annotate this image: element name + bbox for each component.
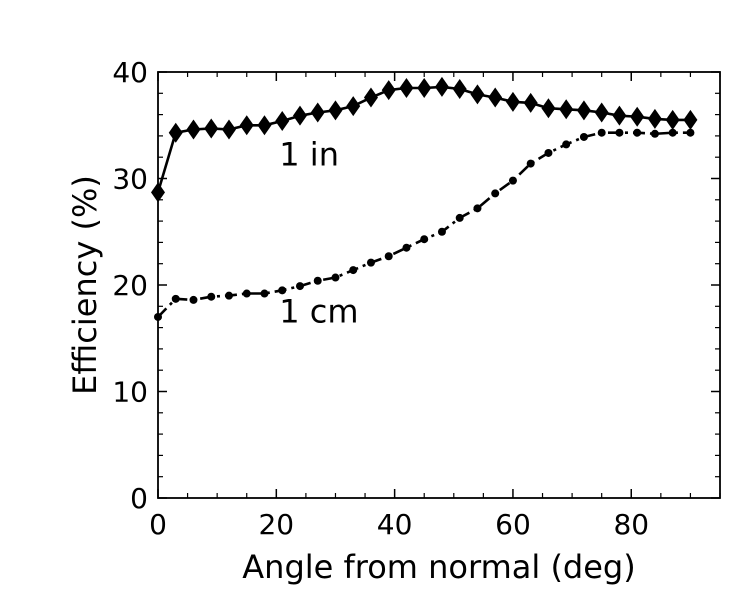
series-label-1-in: 1 in — [279, 136, 339, 174]
data-point-1-in — [168, 122, 183, 143]
data-point-1-in — [399, 77, 414, 98]
data-point-1-in — [204, 118, 219, 139]
data-point-1-in — [683, 109, 698, 130]
data-point-1-in — [576, 100, 591, 121]
data-point-1-cm — [562, 140, 571, 149]
data-point-1-in — [630, 106, 645, 127]
y-tick-label: 30 — [112, 163, 148, 196]
data-point-1-cm — [242, 289, 251, 298]
data-point-1-in — [665, 109, 680, 130]
series-1-cm — [154, 128, 695, 321]
data-point-1-in — [594, 102, 609, 123]
data-point-1-cm — [189, 295, 198, 304]
data-point-1-in — [186, 119, 201, 140]
data-point-1-in — [292, 105, 307, 126]
data-point-1-in — [488, 87, 503, 108]
data-point-1-in — [417, 77, 432, 98]
data-point-1-cm — [544, 148, 553, 157]
series-1-in — [151, 76, 698, 203]
series-line-1-cm — [157, 131, 691, 318]
data-point-1-cm — [579, 132, 588, 141]
data-point-1-in — [559, 99, 574, 120]
y-tick-label: 40 — [112, 56, 148, 89]
data-point-1-cm — [313, 276, 322, 285]
axis-ticks: 0 20 40 60 80 0 10 20 30 40 — [112, 56, 721, 541]
x-tick-label: 80 — [613, 508, 649, 541]
data-point-1-cm — [455, 213, 464, 222]
data-point-1-cm — [331, 273, 340, 282]
data-point-1-cm — [295, 282, 304, 291]
data-point-1-in — [257, 115, 272, 136]
data-point-1-cm — [171, 294, 180, 303]
data-point-1-cm — [633, 128, 642, 137]
data-point-1-in — [275, 110, 290, 131]
data-point-1-cm — [526, 159, 535, 168]
data-point-1-in — [434, 76, 449, 97]
y-axis-label: Efficiency (%) — [66, 175, 104, 395]
series-label-1-cm: 1 cm — [279, 292, 358, 330]
data-point-1-cm — [650, 129, 659, 138]
x-tick-label: 20 — [258, 508, 294, 541]
data-point-1-in — [541, 98, 556, 119]
y-tick-label: 20 — [112, 269, 148, 302]
x-tick-label: 40 — [377, 508, 413, 541]
data-point-1-cm — [384, 252, 393, 261]
data-point-1-in — [470, 84, 485, 105]
x-tick-label: 60 — [495, 508, 531, 541]
data-point-1-cm — [224, 291, 233, 300]
data-point-1-in — [346, 96, 361, 117]
data-point-1-in — [647, 108, 662, 129]
x-tick-label: 0 — [149, 508, 167, 541]
plot-area — [151, 76, 698, 321]
y-tick-label: 10 — [112, 376, 148, 409]
data-point-1-cm — [508, 176, 517, 185]
data-point-1-cm — [402, 243, 411, 252]
data-point-1-in — [381, 80, 396, 101]
data-point-1-cm — [260, 289, 269, 298]
data-point-1-in — [363, 87, 378, 108]
data-point-1-in — [328, 100, 343, 121]
data-point-1-in — [221, 119, 236, 140]
data-point-1-cm — [668, 128, 677, 137]
data-point-1-cm — [278, 286, 287, 295]
data-point-1-cm — [473, 204, 482, 213]
data-point-1-cm — [366, 258, 375, 267]
series-line-1-in — [156, 85, 691, 193]
data-point-1-in — [452, 79, 467, 100]
y-tick-label: 0 — [130, 482, 148, 515]
data-point-1-cm — [686, 128, 695, 137]
x-axis-label: Angle from normal (deg) — [242, 548, 635, 586]
data-point-1-in — [505, 91, 520, 112]
data-point-1-cm — [349, 266, 358, 275]
data-point-1-cm — [420, 235, 429, 244]
data-point-1-in — [523, 92, 538, 113]
data-point-1-in — [310, 102, 325, 123]
data-point-1-in — [239, 115, 254, 136]
data-point-1-cm — [597, 128, 606, 137]
data-point-1-cm — [437, 227, 446, 236]
data-point-1-in — [612, 105, 627, 126]
data-point-1-cm — [615, 128, 624, 137]
data-point-1-cm — [207, 292, 216, 301]
data-point-1-cm — [491, 189, 500, 198]
